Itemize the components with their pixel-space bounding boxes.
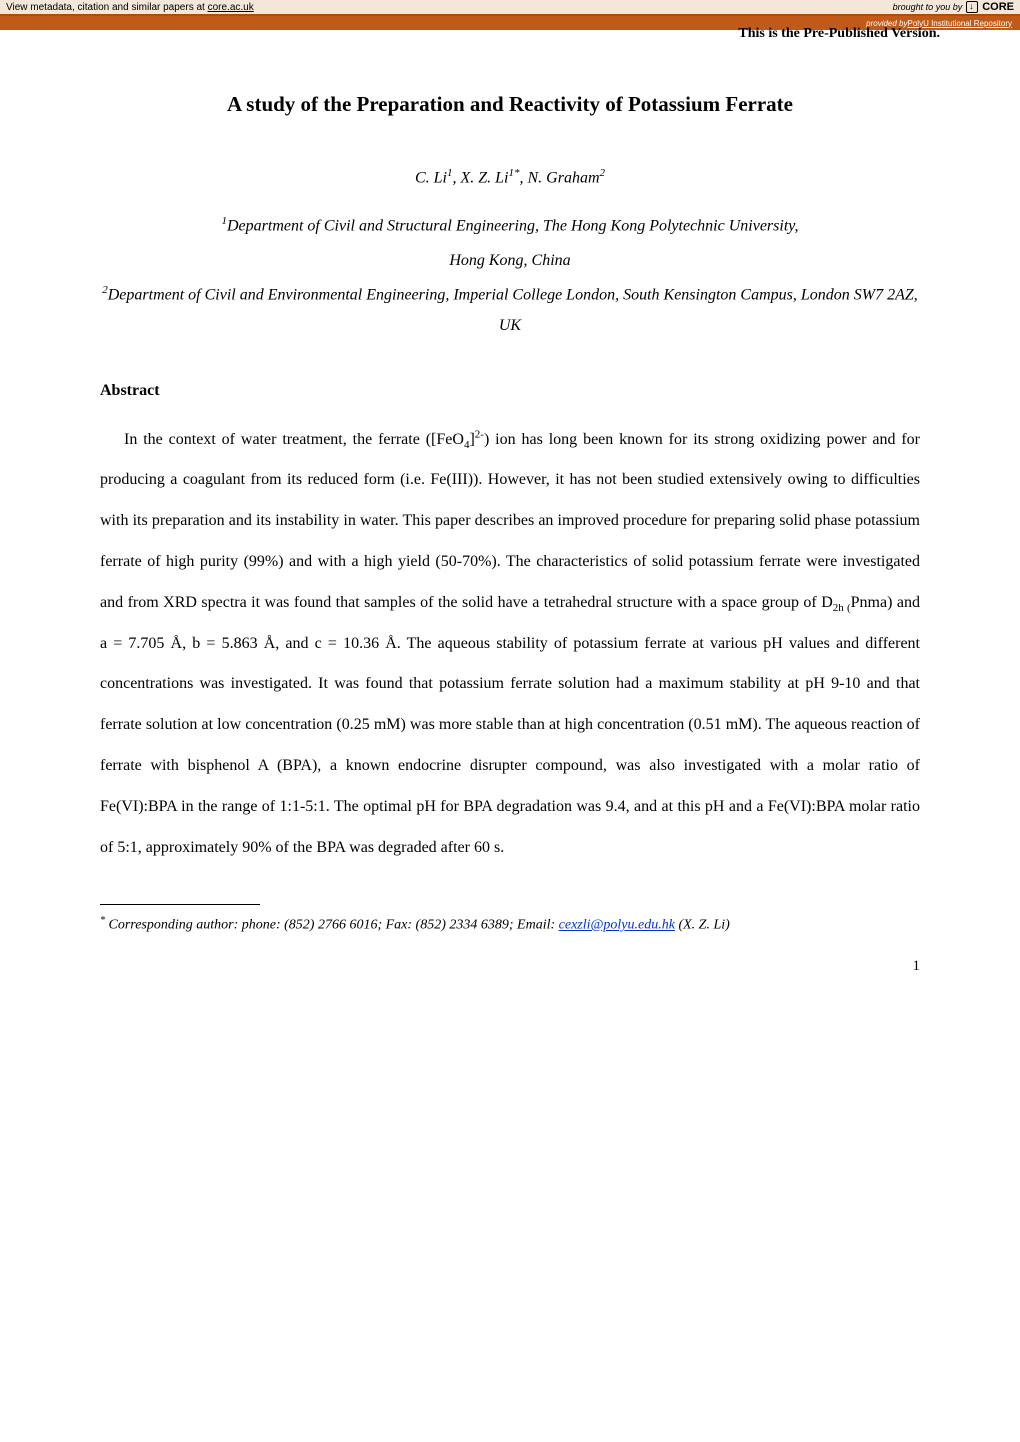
brought-to-you-text: brought to you by bbox=[893, 2, 963, 12]
affiliation-1: 1Department of Civil and Structural Engi… bbox=[100, 211, 920, 242]
paper-page: A study of the Preparation and Reactivit… bbox=[0, 42, 1020, 1005]
metadata-prefix: View metadata, citation and similar pape… bbox=[6, 2, 208, 13]
page-number: 1 bbox=[100, 958, 920, 975]
footnote-suffix: (X. Z. Li) bbox=[675, 918, 730, 933]
affiliation-2: 2Department of Civil and Environmental E… bbox=[100, 280, 920, 341]
footnote-rule bbox=[100, 904, 260, 905]
metadata-text: View metadata, citation and similar pape… bbox=[6, 2, 254, 13]
abstract-body: In the context of water treatment, the f… bbox=[100, 420, 920, 869]
footnote-email-link[interactable]: cexzli@polyu.edu.hk bbox=[559, 918, 675, 933]
core-label: CORE bbox=[982, 1, 1014, 13]
core-banner: View metadata, citation and similar pape… bbox=[0, 0, 1020, 16]
footnote-prefix: Corresponding author: phone: (852) 2766 … bbox=[105, 918, 559, 933]
affiliation-1-city: Hong Kong, China bbox=[100, 246, 920, 276]
paper-title: A study of the Preparation and Reactivit… bbox=[100, 92, 920, 117]
core-download-icon bbox=[966, 1, 978, 13]
core-link[interactable]: core.ac.uk bbox=[208, 2, 254, 13]
prepublished-notice: This is the Pre-Published Version. bbox=[0, 26, 1020, 42]
authors-line: C. Li1, X. Z. Li1*, N. Graham2 bbox=[100, 167, 920, 187]
abstract-heading: Abstract bbox=[100, 382, 920, 400]
corresponding-author-footnote: * Corresponding author: phone: (852) 276… bbox=[100, 915, 920, 934]
core-attribution: brought to you by CORE bbox=[893, 1, 1014, 13]
